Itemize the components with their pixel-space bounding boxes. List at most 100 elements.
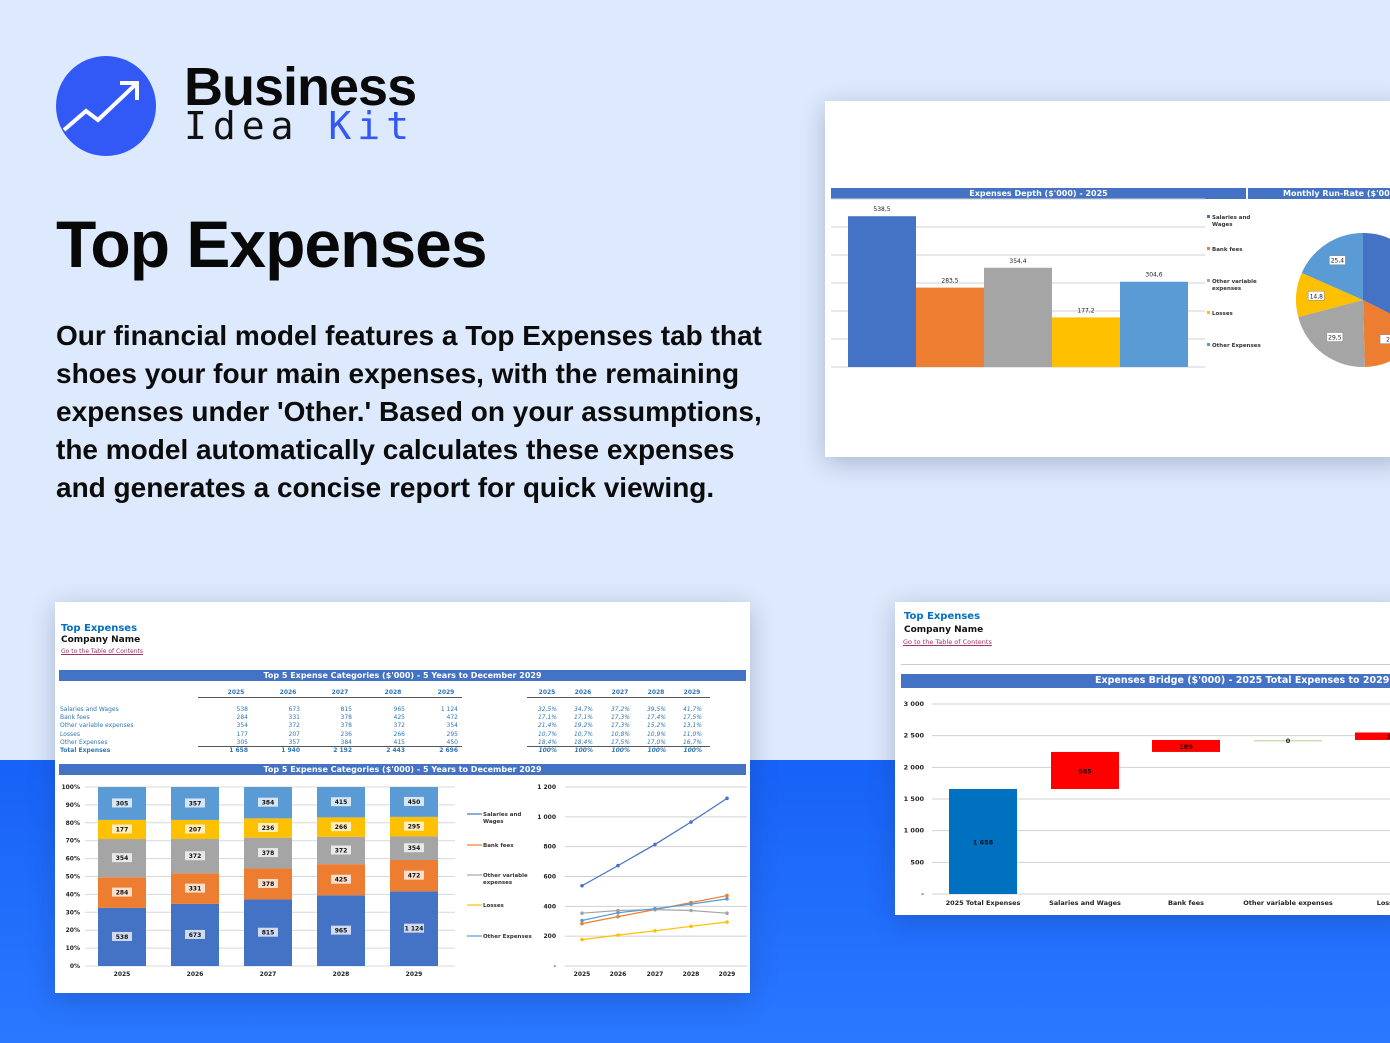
bar-bank-fees: [916, 287, 984, 367]
pie-label: 14,8: [1310, 293, 1324, 300]
expenses-bridge-chart: - 500 1 000 1 500 2 000 2 500 3 000 1 658 2025 T…: [904, 700, 1390, 907]
expenses-depth-header: Expenses Depth ($'000) - 2025: [831, 188, 1246, 199]
x-tick-label: 2027: [260, 971, 277, 978]
data-label: 0: [1286, 737, 1291, 745]
data-label: 1: [1387, 733, 1390, 741]
segment-label-box: [185, 883, 205, 893]
row-value: 415: [393, 738, 405, 746]
row-value: 378: [340, 722, 352, 730]
legend-label: Losses: [483, 903, 505, 909]
row-pct: 17,5%: [682, 714, 702, 722]
toc-link[interactable]: Go to the Table of Contents: [903, 638, 992, 646]
row-pct: 18,4%: [573, 738, 593, 746]
x-tick-label: 2027: [647, 971, 664, 978]
row-pct: 17,5%: [610, 738, 630, 746]
data-point: [653, 928, 657, 933]
row-pct: 13,1%: [682, 722, 702, 730]
y-tick-label: 1 000: [904, 827, 925, 835]
y-tick-label: 20%: [66, 927, 80, 934]
segment-label-box: [331, 925, 351, 935]
pie-slice: [1296, 272, 1363, 318]
row-pct: 10,7%: [537, 730, 557, 738]
segment-label-box: [258, 878, 278, 888]
y-tick-label: 2 000: [904, 763, 925, 771]
year-header: 2028: [384, 689, 402, 696]
segment-label: 177: [116, 826, 129, 833]
row-pct: 16,7%: [682, 738, 702, 746]
segment-label: 357: [189, 800, 202, 807]
segment-label-box: [404, 870, 424, 880]
waterfall-bar: [1254, 739, 1322, 742]
y-tick-label: 1 500: [904, 795, 925, 803]
legend-label: Other Expenses: [1212, 343, 1261, 349]
legend-label: Wages: [483, 819, 504, 825]
total-value: 1 940: [281, 747, 300, 754]
waterfall-bar: [1355, 732, 1390, 740]
x-tick-label: 2029: [719, 971, 736, 978]
pie-label-box: [1326, 332, 1344, 342]
expenses-depth-panel: Expenses Depth ($'000) - 2025 Monthly Ru…: [825, 101, 1390, 457]
y-tick-label: -: [921, 890, 924, 898]
row-value: 673: [288, 706, 300, 713]
brand-logo-icon: [56, 56, 156, 156]
row-value: 965: [393, 706, 405, 713]
row-pct: 19,2%: [573, 722, 593, 730]
data-point: [689, 924, 693, 929]
row-pct: 41,7%: [682, 706, 702, 713]
data-label: 538,5: [873, 206, 890, 213]
data-point: [725, 911, 729, 915]
segment-label: 207: [189, 826, 202, 833]
pie-slice: [1363, 300, 1390, 367]
segment-label: 538: [116, 934, 129, 941]
row-pct: 11,0%: [682, 730, 702, 738]
toc-link[interactable]: Go to the Table of Contents: [61, 648, 144, 655]
header-rule: [527, 746, 710, 747]
y-tick-label: 60%: [66, 856, 80, 863]
y-tick-label: 1 200: [537, 784, 556, 791]
row-value: 372: [288, 722, 300, 730]
data-point: [725, 920, 729, 924]
waterfall-bar: [949, 788, 1017, 894]
legend-swatch: [1207, 343, 1210, 346]
row-pct: 15,2%: [646, 722, 666, 730]
row-value: 815: [340, 706, 352, 713]
row-pct: 18,4%: [537, 738, 557, 746]
data-point: [580, 937, 584, 942]
table-header: Top 5 Expense Categories ($'000) - 5 Yea…: [59, 670, 746, 681]
data-point: [580, 911, 584, 915]
page-title: Top Expenses: [56, 207, 488, 281]
x-tick-label: Losses: [1377, 899, 1390, 907]
data-point: [689, 820, 693, 824]
run-rate-header: Monthly Run-Rate ($'000: [1248, 188, 1390, 199]
row-pct: 10,8%: [610, 730, 630, 738]
header-rule: [198, 746, 462, 747]
legend-label: Salaries and: [1212, 215, 1250, 221]
row-label: Salaries and Wages: [60, 706, 119, 713]
segment-label-box: [404, 821, 424, 831]
data-point: [725, 897, 729, 901]
segment-label-box: [331, 822, 351, 832]
top-expenses-sheet: Top Expenses Company Name Go to the Tabl…: [55, 602, 750, 993]
row-pct: 21,4%: [537, 722, 557, 730]
total-value: 1 658: [229, 747, 248, 754]
company-name: Company Name: [61, 635, 141, 645]
pct-year-header: 2028: [647, 689, 665, 696]
total-pct: 100%: [683, 747, 702, 754]
data-point: [580, 918, 584, 923]
legend-label: Losses: [1212, 311, 1234, 317]
row-pct: 17,0%: [646, 738, 666, 746]
y-tick-label: -: [554, 963, 557, 970]
pct-year-header: 2027: [611, 689, 629, 696]
bar-other-variable-expenses: [984, 267, 1052, 367]
segment-label: 372: [335, 848, 348, 855]
legend-label: Bank fees: [483, 843, 514, 849]
bar-other-expenses: [1120, 281, 1188, 367]
legend-label: expenses: [1212, 286, 1242, 292]
pie-label-box: [1329, 255, 1346, 265]
waterfall-bar: [1152, 739, 1220, 752]
data-point: [616, 910, 620, 915]
row-value: 236: [340, 730, 352, 738]
row-value: 354: [446, 722, 458, 730]
sheet-title: Top Expenses: [61, 623, 138, 634]
legend-label: Other Expenses: [483, 934, 532, 940]
